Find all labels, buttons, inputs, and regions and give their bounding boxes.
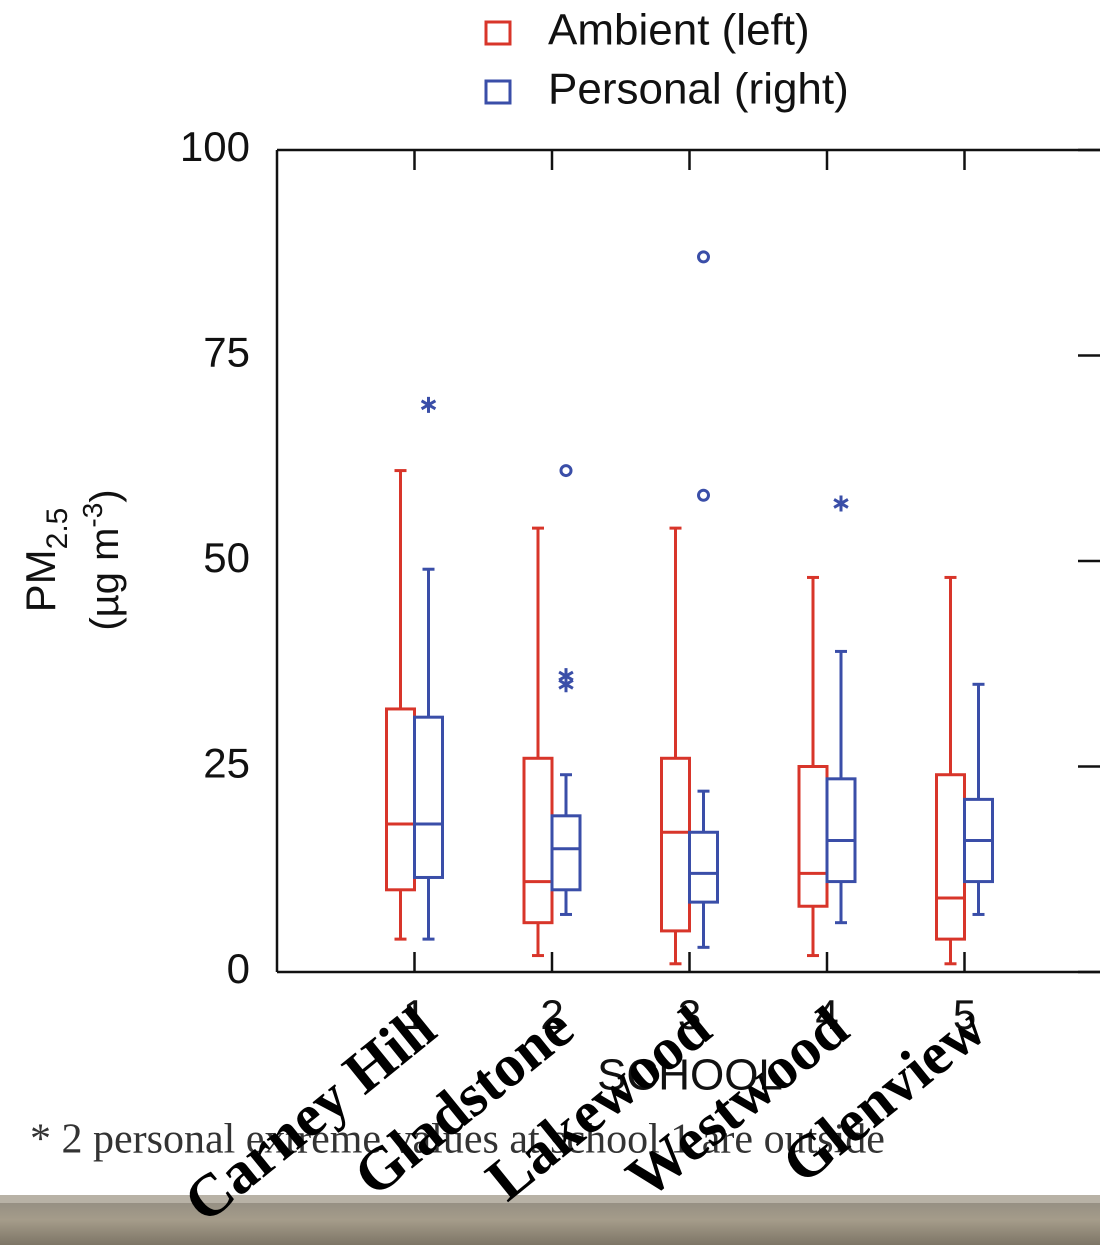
box (825, 777, 857, 884)
y-tick-label: 25 (203, 740, 250, 787)
x-tick-label: 2 (540, 991, 563, 1038)
box (797, 765, 829, 908)
outlier (697, 250, 710, 264)
photo-strip (0, 1195, 1100, 1245)
outlier (697, 488, 710, 502)
y-tick-label: 75 (203, 329, 250, 376)
box (385, 707, 416, 892)
box (660, 756, 691, 933)
footnote: * 2 personal extreme values at school 1 … (30, 1117, 885, 1163)
y-tick-label: 50 (203, 534, 250, 581)
x-tick-label: 3 (678, 991, 701, 1038)
y-axis-label: PM2.5 (17, 508, 74, 613)
legend-swatch (484, 79, 512, 105)
y-axis-label-unit: (µg m-3) (77, 489, 127, 630)
y-axis-label-part: -3 (77, 503, 108, 528)
x-tick-label: 5 (953, 991, 976, 1038)
y-axis-label-part: 2.5 (41, 508, 74, 550)
photo-sky (0, 1195, 1100, 1203)
x-tick-label: 1 (403, 991, 426, 1038)
outlier (833, 495, 849, 512)
y-tick-label: 100 (180, 123, 250, 170)
y-axis-label-part: ) (83, 489, 127, 502)
outlier (420, 396, 437, 413)
x-axis-label: SCHOOL (597, 1051, 783, 1100)
box (688, 830, 719, 904)
y-tick-label: 0 (227, 945, 250, 992)
box (935, 773, 966, 941)
legend-swatch (484, 20, 512, 46)
box (550, 814, 582, 892)
legend-label: Ambient (left) (548, 6, 810, 55)
outlier (559, 464, 573, 478)
y-axis-label-part: PM (17, 549, 64, 612)
box (522, 756, 554, 925)
x-tick-label: 4 (815, 991, 838, 1038)
box (413, 715, 444, 879)
y-axis-label-part: (µg m (83, 528, 127, 631)
outlier (558, 676, 574, 693)
legend-label: Personal (right) (548, 65, 849, 114)
